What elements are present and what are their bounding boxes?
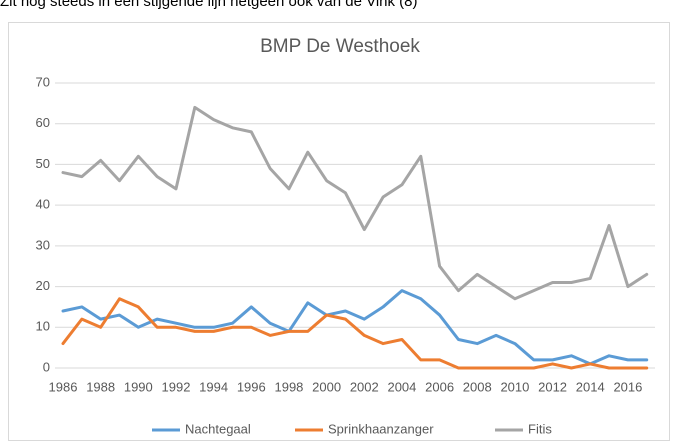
- y-tick-label: 30: [36, 237, 50, 252]
- y-tick-label: 50: [36, 156, 50, 171]
- y-tick-label: 10: [36, 319, 50, 334]
- x-tick-label: 1998: [274, 379, 303, 394]
- x-tick-label: 1990: [124, 379, 153, 394]
- chart-frame: [8, 22, 670, 441]
- x-tick-label: 2002: [350, 379, 379, 394]
- y-tick-label: 20: [36, 278, 50, 293]
- x-tick-label: 2004: [387, 379, 416, 394]
- x-tick-label: 1996: [237, 379, 266, 394]
- x-tick-label: 1986: [49, 379, 78, 394]
- x-tick-label: 2014: [576, 379, 605, 394]
- y-tick-label: 40: [36, 197, 50, 212]
- x-tick-label: 2016: [613, 379, 642, 394]
- x-tick-label: 1994: [199, 379, 228, 394]
- y-tick-label: 0: [43, 359, 50, 374]
- x-tick-label: 2012: [538, 379, 567, 394]
- x-tick-label: 2010: [500, 379, 529, 394]
- series-line: [61, 289, 649, 366]
- x-tick-label: 1992: [162, 379, 191, 394]
- document-text: Zit nog steeds in een stijgende lijn het…: [0, 0, 418, 10]
- x-tick-label: 2000: [312, 379, 341, 394]
- chart-title: BMP De Westhoek: [260, 36, 420, 57]
- series-line: [61, 297, 649, 370]
- legend-label: Sprinkhaanzanger: [328, 421, 434, 436]
- x-tick-label: 2008: [463, 379, 492, 394]
- x-tick-label: 1988: [86, 379, 115, 394]
- legend-label: Nachtegaal: [185, 421, 251, 436]
- x-tick-label: 2006: [425, 379, 454, 394]
- y-tick-label: 60: [36, 115, 50, 130]
- series-line: [61, 105, 649, 301]
- y-tick-label: 70: [36, 74, 50, 89]
- legend-label: Fitis: [528, 421, 552, 436]
